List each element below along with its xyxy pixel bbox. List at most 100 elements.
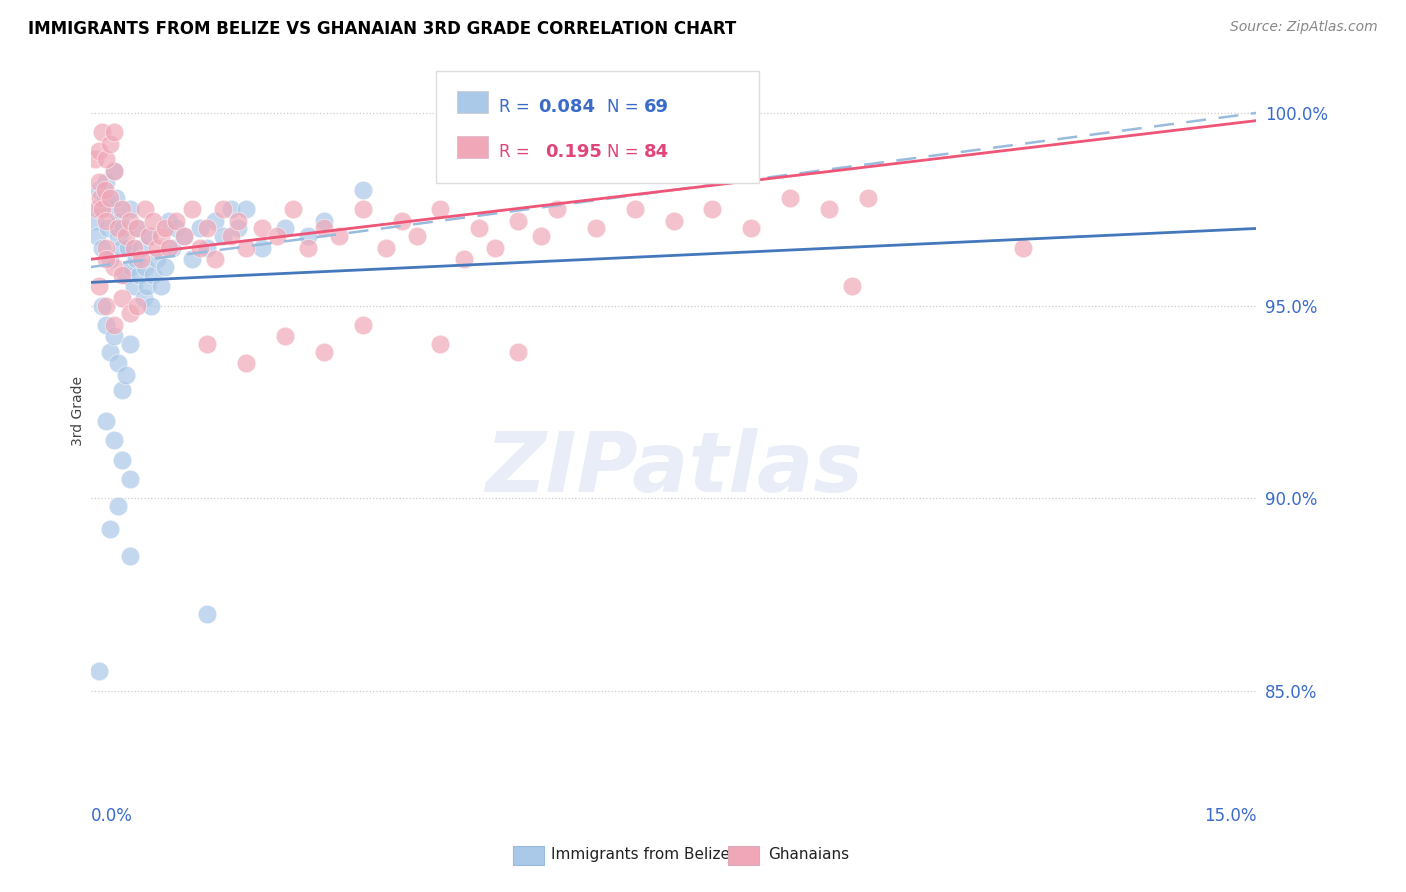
Point: [468, 221, 491, 235]
Point: [142, 268, 165, 282]
Point: [508, 344, 530, 359]
Point: [94, 191, 117, 205]
Point: [146, 241, 169, 255]
Text: Source: ZipAtlas.com: Source: ZipAtlas.com: [1230, 20, 1378, 34]
Point: [328, 229, 350, 244]
Point: [508, 213, 530, 227]
Point: [219, 202, 242, 217]
Point: [250, 221, 273, 235]
Point: [352, 202, 374, 217]
Point: [112, 221, 135, 235]
Point: [96, 318, 118, 332]
Point: [212, 202, 235, 217]
Point: [87, 279, 110, 293]
Point: [165, 213, 187, 227]
Point: [118, 549, 141, 563]
Point: [91, 298, 114, 312]
Point: [103, 163, 125, 178]
Point: [250, 241, 273, 255]
Point: [228, 213, 250, 227]
Text: 0.0%: 0.0%: [91, 807, 132, 825]
Text: R =: R =: [499, 143, 540, 161]
Point: [128, 268, 150, 282]
Point: [127, 298, 149, 312]
Point: [107, 221, 129, 235]
Point: [312, 221, 335, 235]
Point: [111, 241, 134, 255]
Point: [96, 298, 118, 312]
Point: [312, 213, 335, 227]
Point: [274, 221, 297, 235]
Point: [98, 522, 121, 536]
Point: [212, 229, 235, 244]
Text: 69: 69: [644, 98, 669, 116]
Y-axis label: 3rd Grade: 3rd Grade: [72, 376, 86, 446]
Point: [98, 252, 121, 267]
Point: [127, 221, 149, 235]
Point: [157, 213, 180, 227]
Point: [98, 191, 121, 205]
Point: [114, 268, 136, 282]
Point: [96, 175, 118, 189]
Point: [125, 252, 148, 267]
Point: [281, 202, 304, 217]
Text: N =: N =: [607, 143, 644, 161]
Point: [352, 183, 374, 197]
Point: [132, 291, 155, 305]
Point: [165, 221, 187, 235]
Point: [120, 260, 142, 274]
Point: [122, 241, 145, 255]
Point: [312, 344, 335, 359]
Point: [86, 229, 108, 244]
Text: R =: R =: [499, 98, 536, 116]
Point: [96, 414, 118, 428]
Point: [107, 356, 129, 370]
Point: [138, 229, 160, 244]
Point: [162, 241, 184, 255]
Point: [111, 268, 134, 282]
Point: [391, 213, 413, 227]
Point: [818, 202, 841, 217]
Point: [219, 229, 242, 244]
Point: [91, 202, 114, 217]
Point: [235, 241, 257, 255]
Point: [173, 229, 195, 244]
Point: [89, 191, 111, 205]
Point: [195, 607, 218, 621]
Point: [266, 229, 288, 244]
Point: [103, 260, 125, 274]
Text: 0.084: 0.084: [538, 98, 596, 116]
Point: [111, 291, 134, 305]
Point: [153, 221, 176, 235]
Point: [1012, 241, 1035, 255]
Point: [146, 252, 169, 267]
Point: [96, 213, 118, 227]
Point: [195, 221, 218, 235]
Point: [585, 221, 607, 235]
Point: [180, 202, 202, 217]
Text: Immigrants from Belize: Immigrants from Belize: [551, 847, 730, 862]
Point: [94, 183, 117, 197]
Point: [83, 213, 105, 227]
Point: [103, 318, 125, 332]
Point: [779, 191, 801, 205]
Point: [107, 229, 129, 244]
Point: [127, 221, 149, 235]
Point: [96, 152, 118, 166]
Point: [114, 368, 136, 382]
Point: [138, 229, 160, 244]
Point: [141, 298, 163, 312]
Point: [195, 241, 218, 255]
Point: [841, 279, 863, 293]
Point: [235, 356, 257, 370]
Point: [103, 329, 125, 343]
Point: [122, 279, 145, 293]
Point: [484, 241, 506, 255]
Point: [117, 241, 139, 255]
Point: [86, 202, 108, 217]
Point: [429, 337, 451, 351]
Point: [297, 241, 319, 255]
Point: [89, 202, 111, 217]
Point: [103, 434, 125, 448]
Point: [96, 252, 118, 267]
